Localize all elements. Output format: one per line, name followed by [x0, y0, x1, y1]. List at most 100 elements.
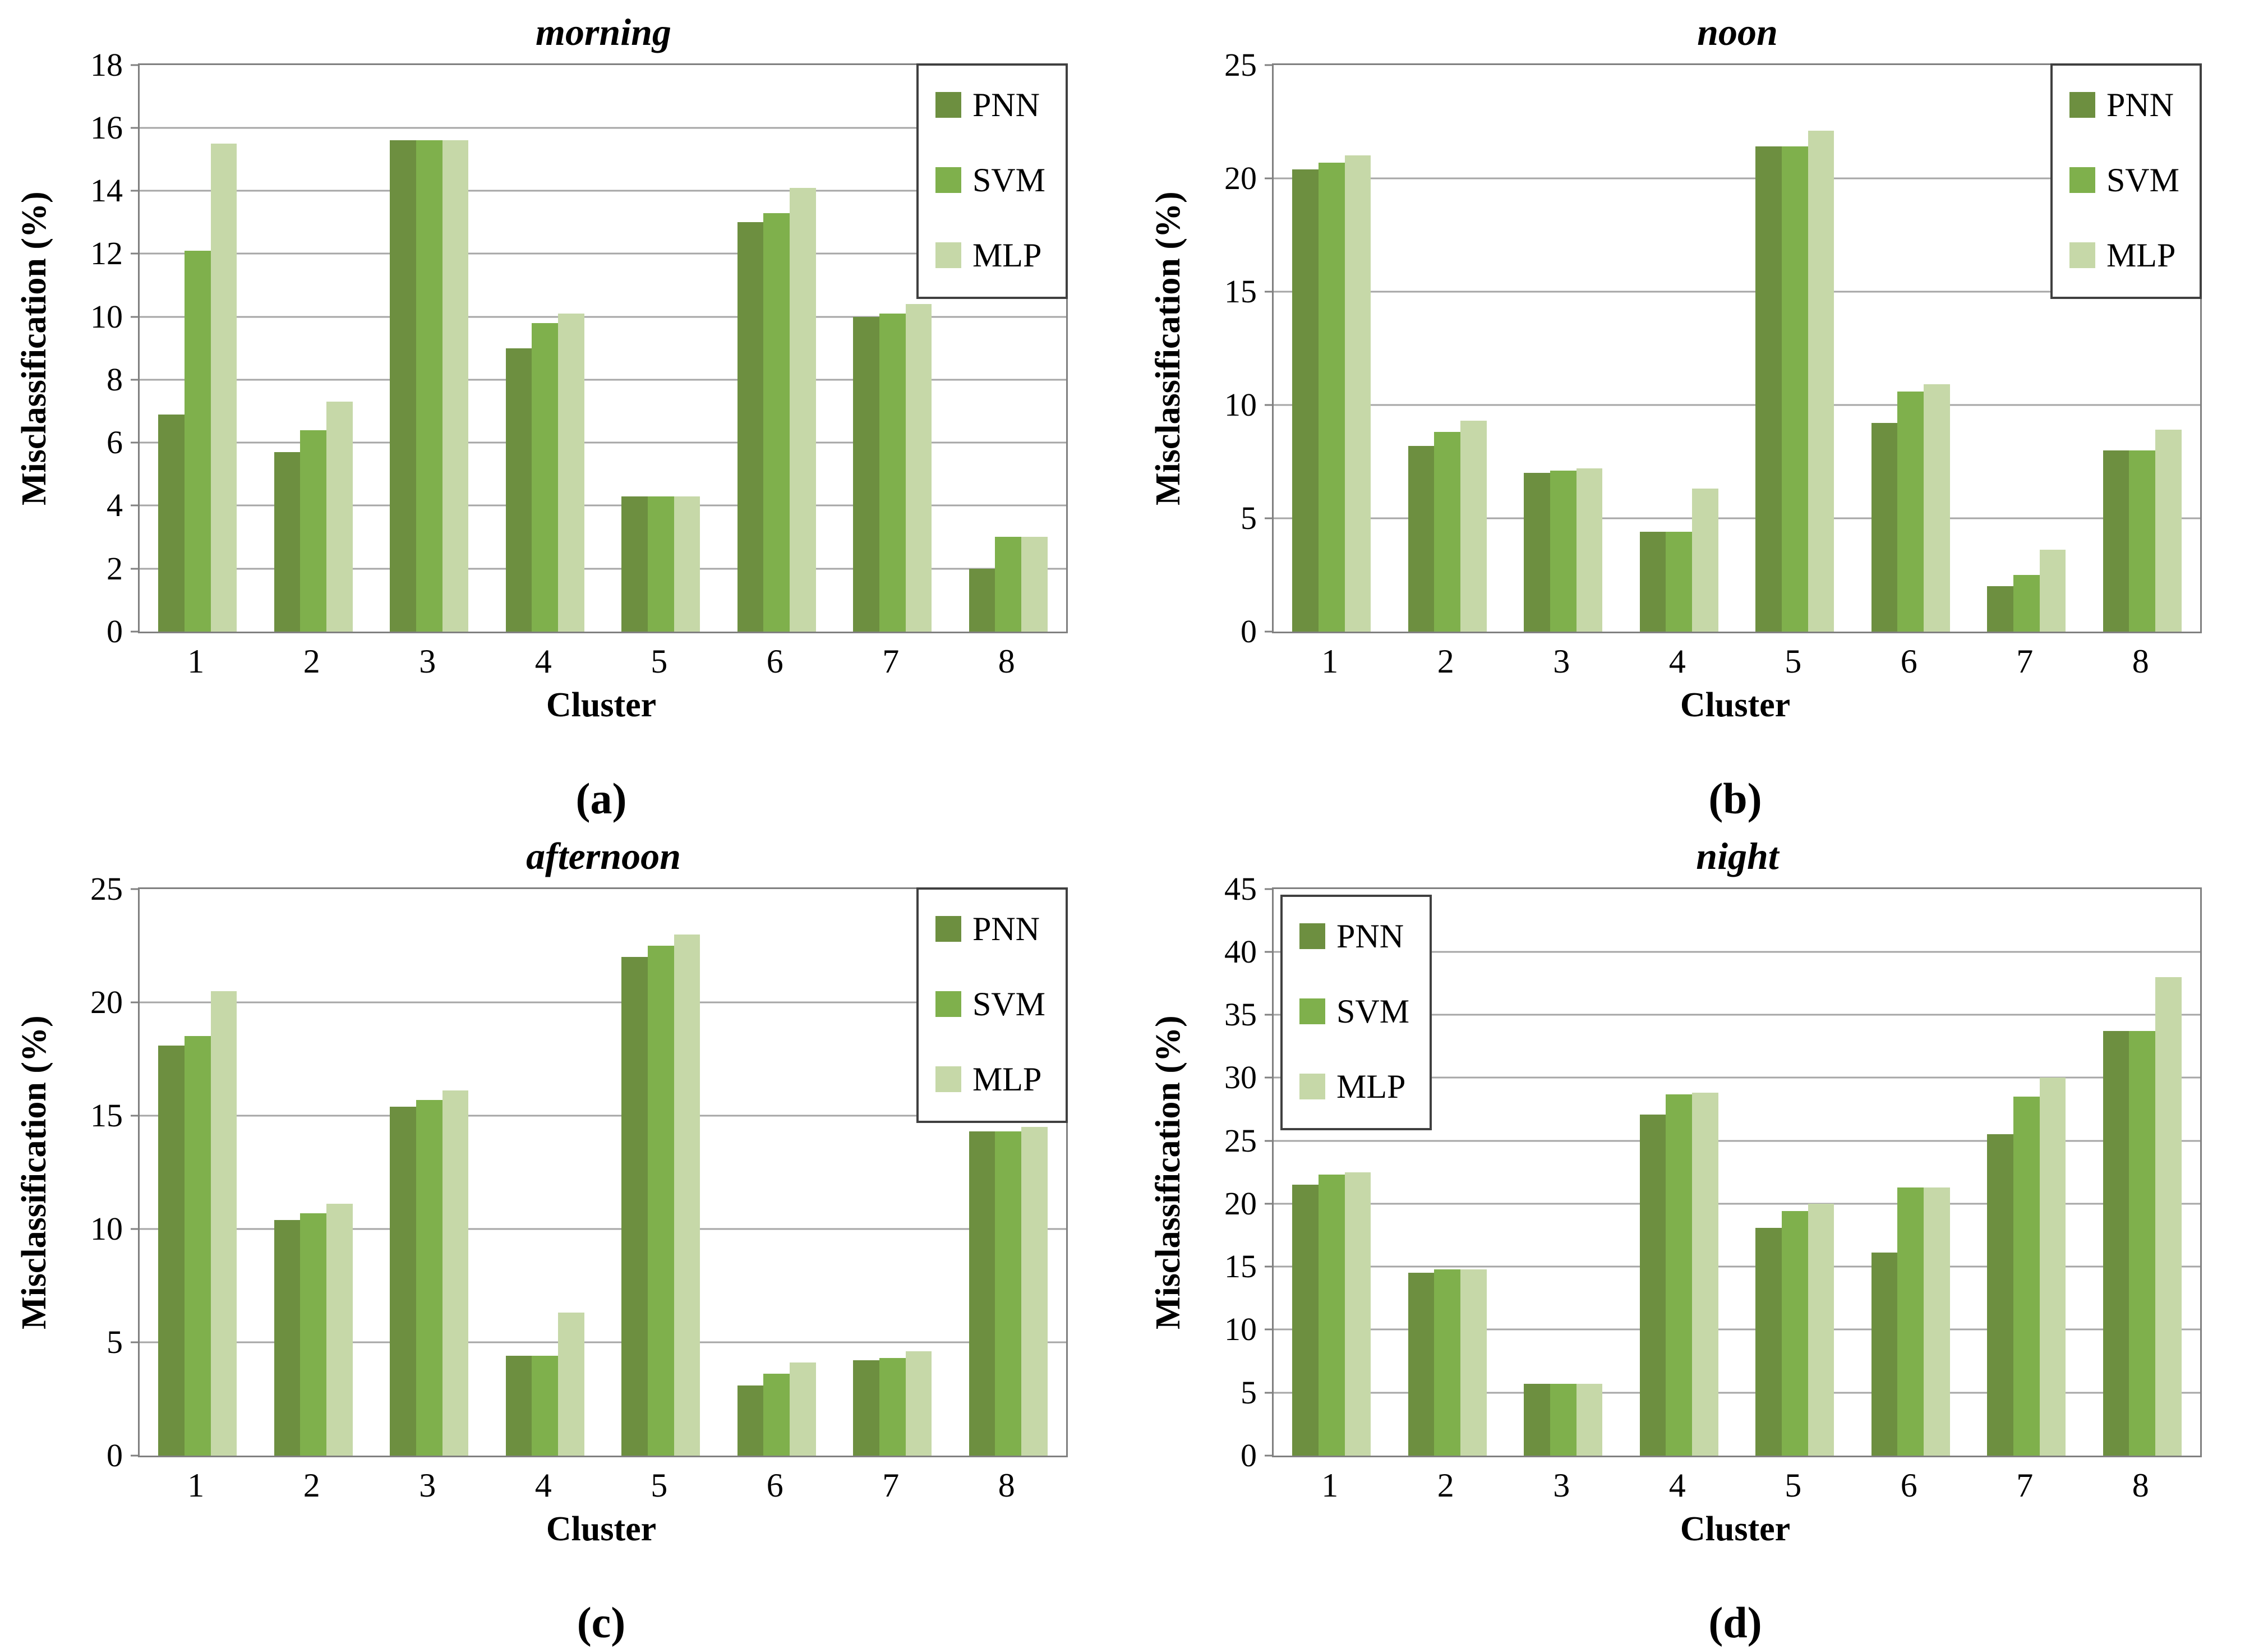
bar-group: [1755, 889, 1834, 1456]
bar-group: [853, 65, 932, 632]
panel-letter: (a): [575, 774, 627, 823]
bar-mlp-cluster-6: [1924, 384, 1950, 632]
bar-pnn-cluster-2: [1408, 445, 1435, 632]
cluster-6-slot: [1853, 889, 1969, 1456]
bar-mlp-cluster-4: [558, 1313, 584, 1456]
x-tick-7: 7: [882, 642, 900, 680]
bar-group: [158, 65, 237, 632]
legend-item-pnn: PNN: [935, 912, 1045, 946]
bar-mlp-cluster-7: [2039, 550, 2066, 632]
bar-pnn-cluster-8: [969, 1131, 995, 1456]
bar-mlp-cluster-2: [1460, 421, 1487, 632]
y-tick-label: 35: [1224, 996, 1257, 1033]
x-tick-3: 3: [1553, 642, 1570, 680]
bar-svm-cluster-4: [1666, 1094, 1693, 1456]
bar-group: [158, 889, 237, 1456]
panel-letter: (d): [1708, 1598, 1762, 1647]
y-axis-label: Misclassification (%): [1149, 1015, 1187, 1329]
bar-mlp-cluster-4: [1692, 1093, 1718, 1456]
bar-pnn-cluster-7: [1987, 1134, 2013, 1456]
bar-mlp-cluster-3: [1576, 468, 1603, 632]
bar-svm-cluster-6: [763, 213, 790, 632]
bar-svm-cluster-5: [1781, 146, 1808, 632]
bar-pnn-cluster-1: [158, 414, 185, 632]
cluster-1-slot: [140, 65, 256, 632]
bar-mlp-cluster-7: [2039, 1078, 2066, 1456]
y-tick-mark: [131, 252, 140, 255]
bar-mlp-cluster-2: [326, 1204, 353, 1456]
y-tick-mark: [1265, 1328, 1274, 1331]
bar-pnn-cluster-7: [1987, 586, 2013, 632]
y-tick-label: 40: [1224, 933, 1257, 970]
chart-title: afternoon: [526, 835, 681, 877]
bar-group: [2103, 65, 2182, 632]
x-tick-2: 2: [1437, 1466, 1454, 1504]
bar-group: [737, 889, 816, 1456]
bar-svm-cluster-3: [416, 140, 442, 632]
legend-item-svm: SVM: [935, 987, 1045, 1021]
x-tick-3: 3: [1553, 1466, 1570, 1504]
bar-group: [390, 65, 469, 632]
bar-mlp-cluster-3: [442, 1090, 469, 1456]
y-tick-label: 4: [107, 487, 123, 524]
x-tick-7: 7: [882, 1466, 900, 1504]
gridline: [140, 1341, 1066, 1343]
svm-color-swatch-icon: [1299, 998, 1325, 1024]
bar-mlp-cluster-5: [1808, 130, 1834, 632]
x-tick-6: 6: [1900, 1466, 1917, 1504]
bar-svm-cluster-5: [647, 496, 674, 632]
bar-group: [1408, 889, 1487, 1456]
y-tick-mark: [131, 888, 140, 890]
svm-color-swatch-icon: [935, 167, 961, 193]
cluster-3-slot: [371, 889, 487, 1456]
y-tick-label: 20: [1224, 1185, 1257, 1222]
bar-svm-cluster-7: [2013, 1097, 2040, 1456]
legend-item-pnn: PNN: [1299, 919, 1409, 953]
bar-svm-cluster-3: [416, 1099, 442, 1456]
chart-panel-afternoon: afternoon Misclassification (%) 0 5 10 15 20 25…: [0, 824, 1134, 1648]
cluster-1-slot: [140, 889, 256, 1456]
x-tick-4: 4: [534, 642, 552, 680]
bar-group: [390, 889, 469, 1456]
cluster-5-slot: [1737, 889, 1853, 1456]
mlp-color-swatch-icon: [2069, 242, 2095, 268]
y-tick-label: 8: [107, 361, 123, 398]
gridline: [1274, 177, 2200, 179]
pnn-color-swatch-icon: [935, 915, 961, 942]
y-tick-label: 45: [1224, 870, 1257, 907]
bar-group: [1639, 889, 1718, 1456]
gridline: [140, 441, 1066, 444]
y-tick-label: 10: [1224, 386, 1257, 423]
x-tick-8: 8: [2132, 642, 2149, 680]
legend-label: SVM: [1336, 992, 1410, 1030]
x-tick-5: 5: [1785, 1466, 1802, 1504]
bar-svm-cluster-4: [532, 1356, 559, 1456]
legend-item-svm: SVM: [1299, 995, 1409, 1028]
y-axis-label: Misclassification (%): [15, 1015, 53, 1329]
gridline: [140, 316, 1066, 318]
gridline: [140, 504, 1066, 507]
y-tick-label: 15: [1224, 273, 1257, 310]
cluster-2-slot: [1390, 889, 1506, 1456]
pnn-color-swatch-icon: [935, 91, 961, 118]
bar-mlp-cluster-8: [2155, 430, 2182, 632]
y-axis-label: Misclassification (%): [1149, 191, 1187, 505]
bar-pnn-cluster-6: [737, 1385, 764, 1456]
y-tick-label: 5: [107, 1323, 123, 1360]
y-tick-mark: [1265, 1392, 1274, 1394]
x-tick-6: 6: [1900, 642, 1917, 680]
plot-area: 0 2 4 6 8 10 12 14 16 18 PNN SVM MLP: [90, 48, 1068, 647]
bar-svm-cluster-7: [879, 1358, 906, 1456]
gridline: [140, 127, 1066, 129]
cluster-6-slot: [1853, 65, 1969, 632]
bar-svm-cluster-6: [1897, 391, 1924, 632]
bar-group: [1639, 65, 1718, 632]
y-tick-mark: [1265, 1014, 1274, 1016]
bar-svm-cluster-1: [1318, 1175, 1345, 1456]
y-tick-mark: [131, 127, 140, 129]
y-tick-label: 14: [90, 172, 123, 209]
chart-body: Misclassification (%) 0 5 10 15 20 25 PNN SVM MLP: [15, 872, 1134, 1471]
bar-group: [274, 65, 353, 632]
bar-group: [621, 65, 700, 632]
